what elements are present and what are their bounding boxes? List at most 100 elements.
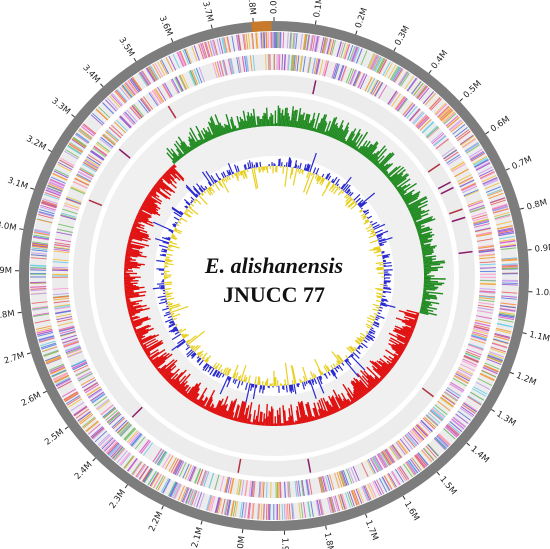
feature [34,230,51,234]
feature [336,365,340,370]
feature [328,497,333,514]
feature [354,202,357,205]
feature [376,360,391,372]
feature [239,121,243,130]
feature [54,242,71,246]
feature [326,365,331,372]
feature [230,477,235,494]
feature [367,379,375,388]
feature [208,186,212,190]
feature [129,432,141,446]
feature [51,369,67,378]
feature [61,388,77,398]
feature [167,169,177,179]
feature [227,124,231,133]
feature [382,256,390,259]
feature [122,84,134,98]
feature [125,299,131,302]
feature [75,367,90,376]
feature [110,94,123,107]
feature [224,410,229,419]
feature [104,439,116,452]
feature [349,197,352,199]
feature [170,166,185,182]
feature [200,43,207,59]
feature [366,386,371,392]
feature [463,401,478,412]
feature [189,345,193,348]
feature [289,32,292,49]
feature [75,133,89,144]
feature [379,376,384,380]
feature [203,190,207,194]
feature [130,433,142,447]
feature [181,334,185,337]
feature [232,378,236,383]
feature [478,248,495,252]
feature [109,444,121,457]
feature [145,197,155,204]
feature [141,70,152,85]
feature [201,470,208,486]
feature [91,427,105,439]
feature [30,292,47,295]
feature [359,379,370,393]
feature [350,401,353,405]
feature [320,408,325,418]
feature [77,371,92,380]
feature [330,122,339,138]
feature [243,407,248,424]
feature [416,424,429,437]
feature [59,159,74,168]
tick-label: 3.6M [157,15,174,38]
feature [207,366,213,373]
feature [236,57,240,73]
feature [443,113,457,125]
feature [478,302,495,306]
feature [483,365,499,373]
feature [383,265,393,268]
feature [371,360,388,375]
feature [139,98,151,112]
feature [188,131,199,148]
feature [343,140,347,144]
feature [54,375,70,384]
feature [107,411,120,424]
feature [244,378,247,383]
feature [359,201,368,208]
feature [186,344,189,347]
feature [137,335,144,339]
feature [354,145,358,150]
feature [127,242,145,248]
feature [143,339,163,352]
feature [468,343,484,350]
feature [187,146,192,152]
feature [231,128,234,133]
feature [397,184,407,192]
feature [325,173,329,180]
feature [162,83,172,98]
feature [220,405,227,417]
feature [185,343,188,345]
feature [52,372,68,380]
feature [393,173,410,187]
feature [318,499,324,516]
feature [99,138,113,149]
feature [362,210,365,212]
feature [146,67,156,82]
feature [471,211,487,218]
feature [245,382,248,391]
feature [55,377,71,386]
feature [415,454,427,468]
feature [101,437,114,450]
feature [296,383,299,387]
feature [449,383,464,393]
feature [134,436,146,450]
feature [56,163,72,172]
feature [193,68,201,84]
feature [127,305,134,308]
feature [475,231,492,236]
feature [390,66,400,81]
feature [189,490,197,506]
feature [388,363,394,368]
